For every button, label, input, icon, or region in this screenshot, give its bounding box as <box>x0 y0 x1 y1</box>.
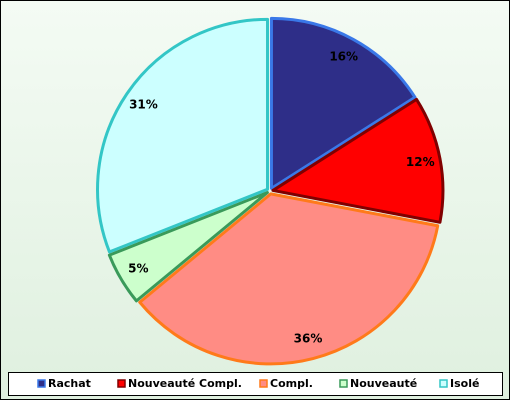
data-label: 5% <box>128 261 148 275</box>
legend-marker <box>37 379 46 388</box>
pie-slice <box>271 97 445 224</box>
legend-label: Compl. <box>270 377 313 390</box>
legend-label: Isolé <box>450 377 479 390</box>
legend-box <box>8 372 503 396</box>
data-label: 31% <box>129 98 158 112</box>
legend-marker <box>259 379 268 388</box>
legend-label: Rachat <box>48 377 91 390</box>
pie-slice <box>96 17 270 254</box>
data-label: 16% <box>329 49 358 63</box>
data-label: 12% <box>406 155 435 169</box>
data-label: 36% <box>294 332 323 346</box>
legend-label: Nouveauté Compl. <box>128 377 242 390</box>
legend-label: Nouveauté <box>350 377 417 390</box>
legend: Rachat Nouveauté Compl. Compl. Nouveauté Iso… <box>37 377 479 390</box>
pie-slice <box>269 16 417 190</box>
pie: 16% 12% 36% 5% 31% <box>96 16 445 366</box>
pie-slice <box>138 192 440 366</box>
legend-marker <box>117 379 126 388</box>
legend-marker <box>339 379 348 388</box>
legend-marker <box>439 379 448 388</box>
pie-slice <box>107 191 269 303</box>
